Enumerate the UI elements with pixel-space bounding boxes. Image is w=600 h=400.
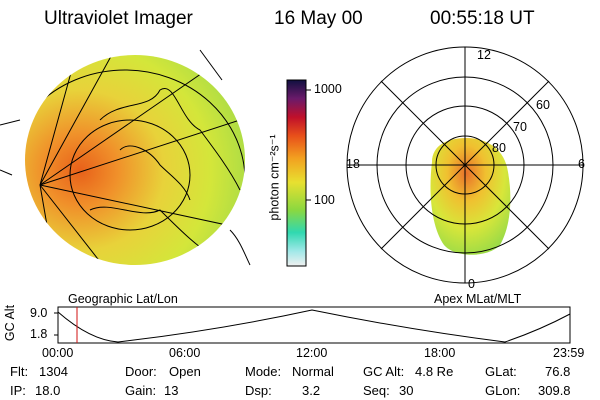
auroral-oval-image [430,138,511,255]
geo-disk [25,55,245,265]
altitude-tick-9: 9.0 [30,306,48,320]
lat-label-60: 60 [536,98,550,112]
info-seq-value: 30 [399,383,414,398]
info-seq-label: Seq: [363,383,390,398]
info-gain-label: Gain: [125,383,157,398]
instrument-title: Ultraviolet Imager [44,8,193,29]
mlt-label-0: 0 [468,277,475,291]
colorbar-scale [286,79,307,267]
info-ip-value: 18.0 [35,383,61,398]
lat-label-70: 70 [513,120,527,134]
mlt-label-12: 12 [477,48,491,62]
info-mode-value: Normal [292,364,334,379]
info-gain-value: 13 [164,383,179,398]
time-tick-1200: 12:00 [296,346,328,360]
info-flt-label: Flt: [10,364,29,379]
info-ip-label: IP: [10,383,26,398]
colorbar-tick-1000: 1000 [314,82,342,96]
geographic-panel-label: Geographic Lat/Lon [68,292,178,306]
colorbar-tick-100: 100 [314,193,335,207]
lat-label-80: 80 [492,141,506,155]
info-gcalt-label: GC Alt: [363,364,405,379]
altitude-plot [54,306,571,344]
colorbar [286,79,311,267]
colorbar-unit-label: photon cm⁻²s⁻¹ [267,134,282,221]
info-glon-value: 309.8 [538,383,571,398]
info-dsp-value: 3.2 [302,383,321,398]
info-dsp-label: Dsp: [245,383,272,398]
time-tick-1800: 18:00 [424,346,456,360]
info-mode-label: Mode: [245,364,282,379]
info-door-label: Door: [125,364,157,379]
altitude-curve [57,309,571,343]
altitude-plot-frame [57,306,571,344]
polar-plot [346,46,584,284]
info-door-value: Open [169,364,201,379]
info-glon-label: GLon: [485,383,521,398]
info-flt-value: 1304 [39,364,68,379]
info-glat-label: GLat: [485,364,517,379]
geographic-image [0,49,251,266]
altitude-tick-1.8: 1.8 [30,327,48,341]
mlt-label-6: 6 [578,157,585,171]
time-tick-2359: 23:59 [553,346,585,360]
info-gcalt-value: 4.8 Re [415,364,454,379]
mlt-label-18: 18 [346,157,360,171]
time-tick-0600: 06:00 [169,346,201,360]
date-label: 16 May 00 [274,8,363,29]
time-label: 00:55:18 UT [430,8,535,29]
time-tick-0000: 00:00 [42,346,74,360]
apex-panel-label: Apex MLat/MLT [434,292,522,306]
info-glat-value: 76.8 [545,364,571,379]
altitude-axis-label: GC Alt [3,304,18,342]
